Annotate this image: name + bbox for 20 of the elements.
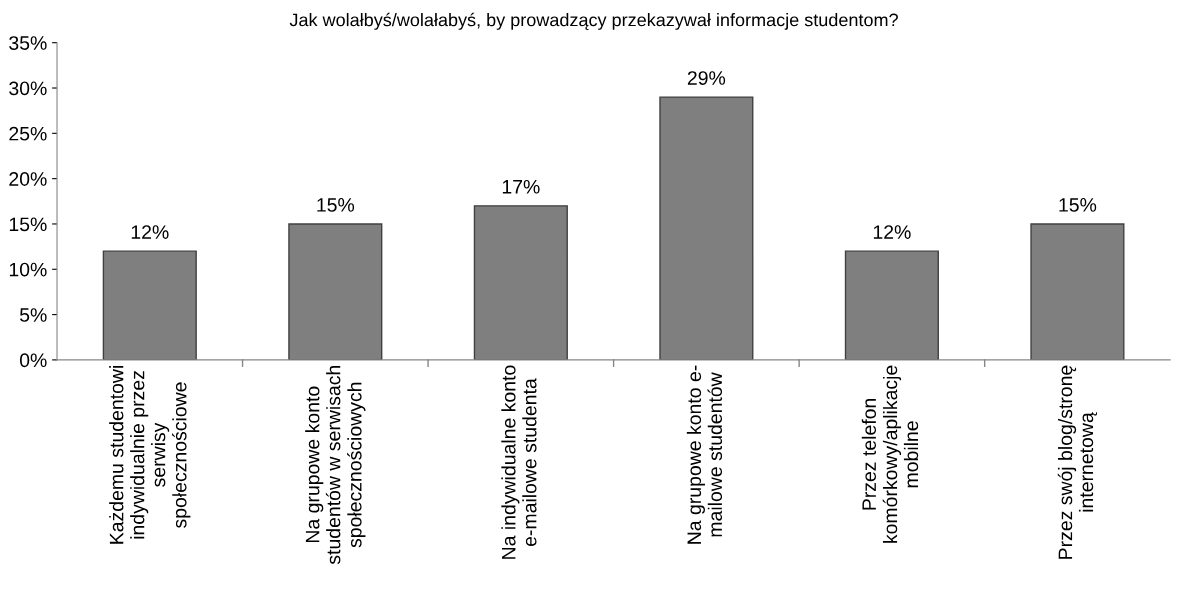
y-tick-label: 15% bbox=[9, 217, 47, 232]
x-tick-label: Na indywidualne konto e-mailowe studenta bbox=[501, 365, 537, 559]
x-tick-label: Każdemu studentowi indywidualnie przez serwisy społecznościowe bbox=[109, 366, 191, 544]
y-tick-label: 0% bbox=[19, 353, 47, 368]
chart-title: Jak wolałbyś/wolałabyś, by prowadzący przekazywał informacje studentom? bbox=[289, 12, 898, 30]
y-tick-label: 5% bbox=[19, 308, 47, 322]
y-tick-label: 25% bbox=[9, 126, 47, 141]
data-label: 29% bbox=[687, 71, 726, 85]
y-tick-label: 10% bbox=[9, 262, 47, 277]
data-label: 12% bbox=[131, 225, 169, 239]
data-label: 17% bbox=[502, 179, 540, 194]
x-tick-label: Przez swój blog/stronę internetową bbox=[1057, 365, 1098, 559]
y-tick-label: 35% bbox=[9, 36, 47, 50]
x-tick-label: Na grupowe konto studentów w serwisach społecznościowych bbox=[305, 366, 366, 565]
y-tick-label: 30% bbox=[9, 81, 47, 96]
y-tick-label: 20% bbox=[9, 172, 47, 186]
data-label: 15% bbox=[317, 198, 355, 212]
data-label: 15% bbox=[1059, 198, 1097, 212]
x-tick-label: Przez telefon komórkowy/aplikacje mobilne bbox=[861, 365, 919, 543]
data-label: 12% bbox=[873, 225, 911, 239]
